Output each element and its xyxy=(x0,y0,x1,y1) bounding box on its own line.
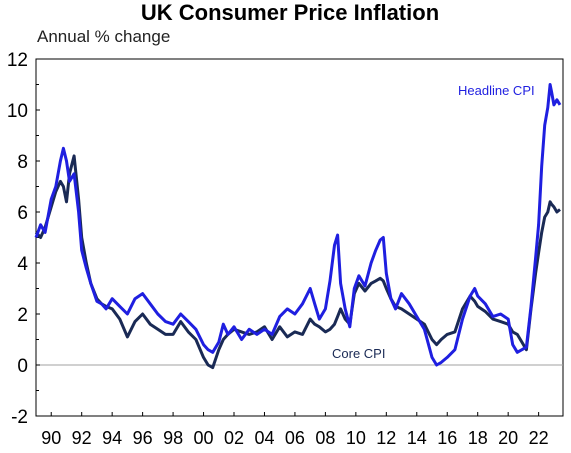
core-cpi-label: Core CPI xyxy=(332,346,385,361)
x-tick-label: 20 xyxy=(498,428,518,448)
x-tick-label: 10 xyxy=(346,428,366,448)
x-tick-label: 22 xyxy=(529,428,549,448)
x-tick-label: 96 xyxy=(133,428,153,448)
x-tick-label: 04 xyxy=(254,428,274,448)
y-tick-label: 0 xyxy=(17,356,28,377)
x-tick-label: 02 xyxy=(224,428,244,448)
x-tick-label: 90 xyxy=(41,428,61,448)
headline-cpi-line xyxy=(34,83,562,367)
x-tick-label: 18 xyxy=(468,428,488,448)
x-tick-label: 12 xyxy=(376,428,396,448)
x-tick-label: 00 xyxy=(194,428,214,448)
core-cpi-line xyxy=(34,154,561,370)
plot-frame xyxy=(35,58,564,417)
y-tick-label: 2 xyxy=(17,305,28,326)
chart-title: UK Consumer Price Inflation xyxy=(141,0,439,25)
y-tick-label: 12 xyxy=(7,50,28,71)
y-tick-label: 10 xyxy=(7,101,28,122)
y-axis-label: Annual % change xyxy=(37,27,170,46)
x-tick-label: 92 xyxy=(72,428,92,448)
y-tick-label: -2 xyxy=(11,407,28,428)
x-tick-label: 94 xyxy=(102,428,122,448)
y-tick-label: 8 xyxy=(17,152,28,173)
x-tick-label: 06 xyxy=(285,428,305,448)
y-tick-label: 6 xyxy=(17,203,28,224)
x-tick-label: 08 xyxy=(315,428,335,448)
x-tick-label: 98 xyxy=(163,428,183,448)
x-axis: 90 92 94 96 98 00 02 04 06 08 10 12 14 16 18 20 22 xyxy=(41,412,549,448)
x-tick-label: 16 xyxy=(437,428,457,448)
x-tick-label: 14 xyxy=(407,428,427,448)
series-layer xyxy=(34,83,562,370)
y-axis: 12 10 8 6 4 2 0 -2 xyxy=(7,50,40,428)
headline-cpi-label: Headline CPI xyxy=(458,83,535,98)
y-tick-label: 4 xyxy=(17,254,28,275)
